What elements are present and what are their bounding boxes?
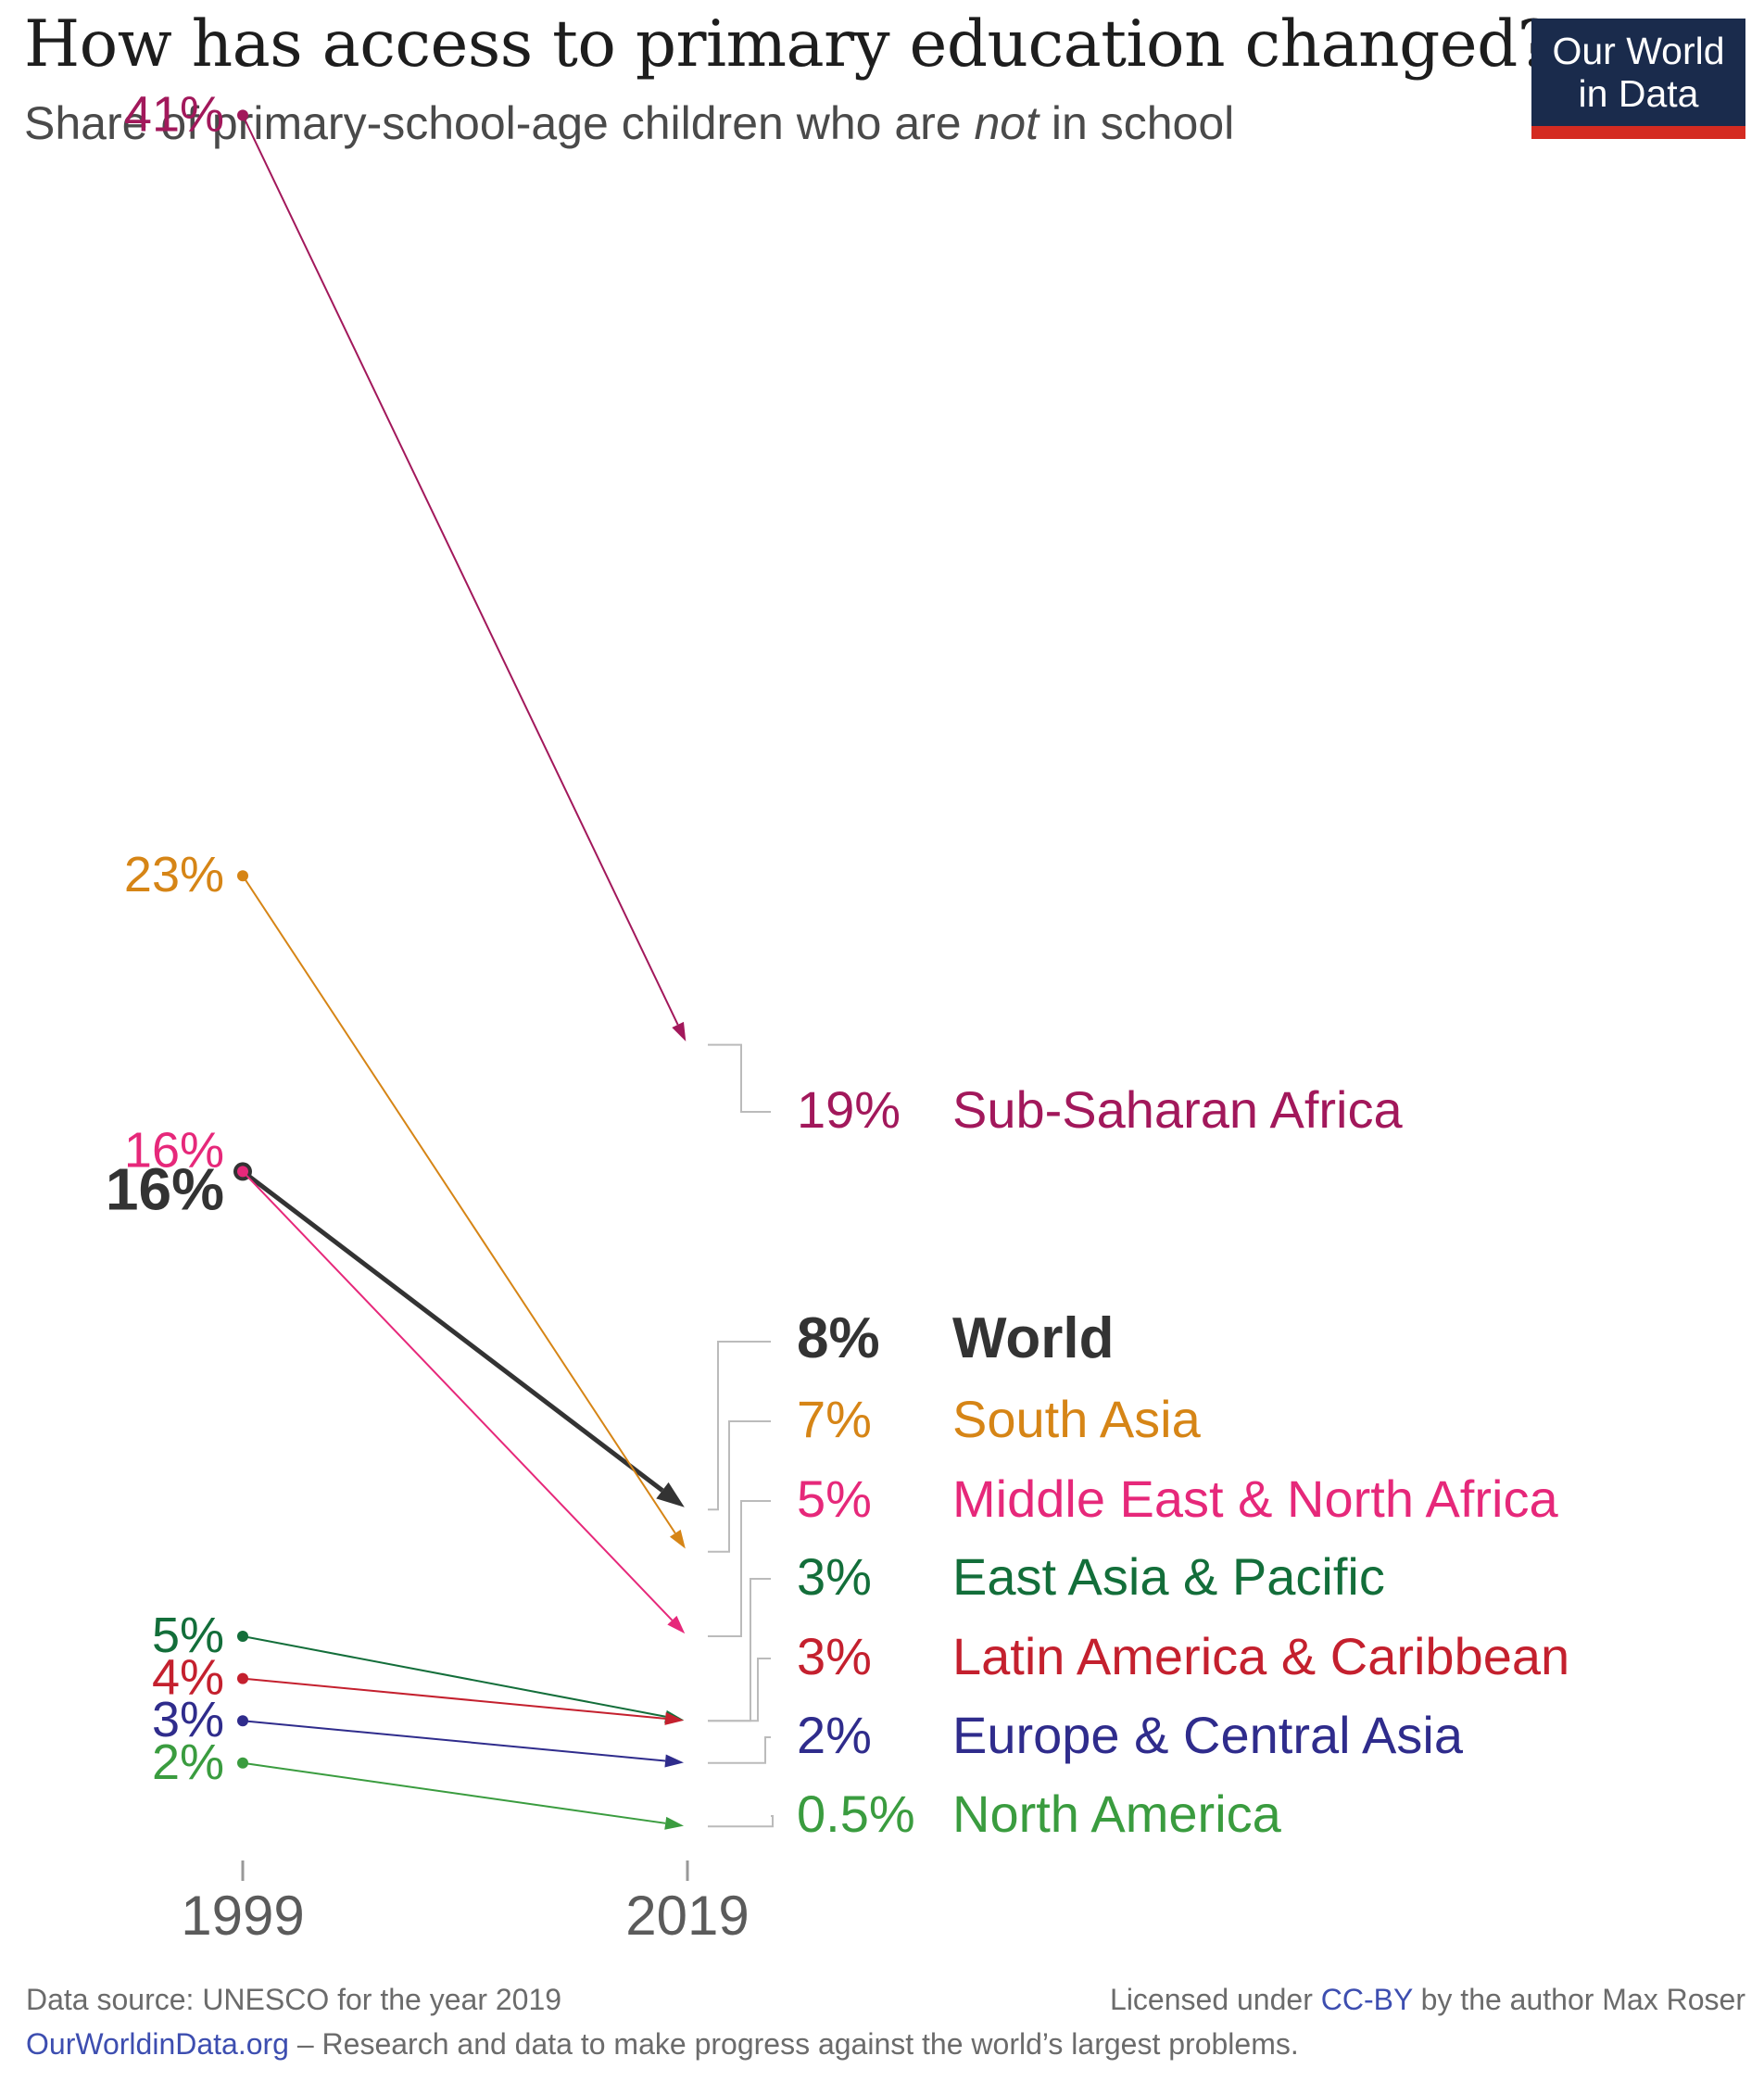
start-label-world: 16% [106, 1155, 224, 1222]
start-point-south-asia [237, 870, 248, 882]
connector-north-america [708, 1815, 774, 1828]
slope-chart: 1999 2019 41% 19% Sub-Saharan Africa 16% 8% Wor… [106, 86, 1569, 1947]
site-link[interactable]: OurWorldinData.org [26, 2027, 289, 2061]
logo-line-1: Our World [1552, 30, 1725, 72]
arrowhead-europe-and-central-asia [664, 1754, 685, 1768]
subtitle-emphasis: not [974, 97, 1040, 149]
line-middle-east-and-north-africa [242, 1170, 674, 1621]
line-sub-saharan-africa [242, 114, 679, 1026]
line-latin-america-and-caribbean [242, 1677, 666, 1720]
series-name-middle-east-and-north-africa: Middle East & North Africa [952, 1469, 1558, 1528]
series-name-sub-saharan-africa: Sub-Saharan Africa [952, 1080, 1403, 1139]
start-label-latin-america-and-caribbean: 4% [152, 1650, 224, 1706]
site-footer: OurWorldinData.org – Research and data t… [26, 2027, 1299, 2061]
arrowhead-middle-east-and-north-africa [667, 1615, 686, 1634]
start-point-north-america [237, 1757, 248, 1769]
start-label-north-america: 2% [152, 1734, 224, 1790]
start-point-middle-east-and-north-africa [237, 1166, 248, 1178]
line-europe-and-central-asia [242, 1720, 666, 1762]
end-label-world: 8% [797, 1306, 880, 1370]
arrowhead-world [656, 1482, 685, 1507]
chart-title: How has access to primary education chan… [24, 7, 1552, 82]
arrowhead-latin-america-and-caribbean [664, 1711, 685, 1725]
end-label-north-america: 0.5% [797, 1785, 915, 1843]
end-label-latin-america-and-caribbean: 3% [797, 1627, 872, 1685]
series-name-world: World [952, 1306, 1115, 1370]
line-north-america [242, 1761, 666, 1824]
arrowhead-north-america [664, 1816, 685, 1830]
end-label-middle-east-and-north-africa: 5% [797, 1469, 872, 1528]
end-label-east-asia-and-pacific: 3% [797, 1547, 872, 1606]
start-point-sub-saharan-africa [237, 109, 248, 121]
logo-line-2: in Data [1578, 72, 1699, 115]
connector-world [708, 1341, 771, 1511]
connector-south-asia [708, 1420, 771, 1553]
end-label-sub-saharan-africa: 19% [797, 1080, 901, 1139]
chart-subtitle: Share of primary-school-age children who… [24, 97, 1235, 149]
line-south-asia [242, 875, 676, 1534]
data-source: Data source: UNESCO for the year 2019 [26, 1983, 562, 2016]
connector-east-asia-and-pacific [708, 1578, 771, 1722]
license-link[interactable]: CC-BY [1320, 1983, 1413, 2016]
start-label-middle-east-and-north-africa: 16% [124, 1122, 224, 1178]
owid-logo[interactable]: Our World in Data [1531, 19, 1745, 139]
start-label-south-asia: 23% [124, 847, 224, 902]
start-point-east-asia-and-pacific [237, 1631, 248, 1642]
x-tick-label-1999: 1999 [181, 1885, 304, 1947]
series-name-east-asia-and-pacific: East Asia & Pacific [952, 1547, 1385, 1606]
start-label-east-asia-and-pacific: 5% [152, 1608, 224, 1663]
license-note: Licensed under CC-BY by the author Max R… [1110, 1983, 1745, 2016]
arrowhead-sub-saharan-africa [672, 1021, 687, 1041]
start-label-europe-and-central-asia: 3% [152, 1692, 224, 1747]
start-point-latin-america-and-caribbean [237, 1672, 248, 1684]
series-name-south-asia: South Asia [952, 1390, 1202, 1448]
logo-red-bar [1531, 126, 1745, 139]
series-name-north-america: North America [952, 1785, 1282, 1843]
series-name-europe-and-central-asia: Europe & Central Asia [952, 1706, 1464, 1764]
connector-latin-america-and-caribbean [708, 1658, 771, 1722]
connector-sub-saharan-africa [708, 1043, 771, 1113]
start-label-sub-saharan-africa: 41% [124, 86, 224, 142]
arrowhead-south-asia [669, 1529, 686, 1549]
series-name-latin-america-and-caribbean: Latin America & Caribbean [952, 1627, 1569, 1685]
connector-europe-and-central-asia [708, 1736, 771, 1764]
x-tick-label-2019: 2019 [625, 1885, 749, 1947]
end-label-europe-and-central-asia: 2% [797, 1706, 872, 1764]
line-east-asia-and-pacific [242, 1635, 666, 1718]
start-point-europe-and-central-asia [237, 1715, 248, 1727]
connector-middle-east-and-north-africa [708, 1500, 771, 1637]
end-label-south-asia: 7% [797, 1390, 872, 1448]
line-world [241, 1169, 664, 1493]
